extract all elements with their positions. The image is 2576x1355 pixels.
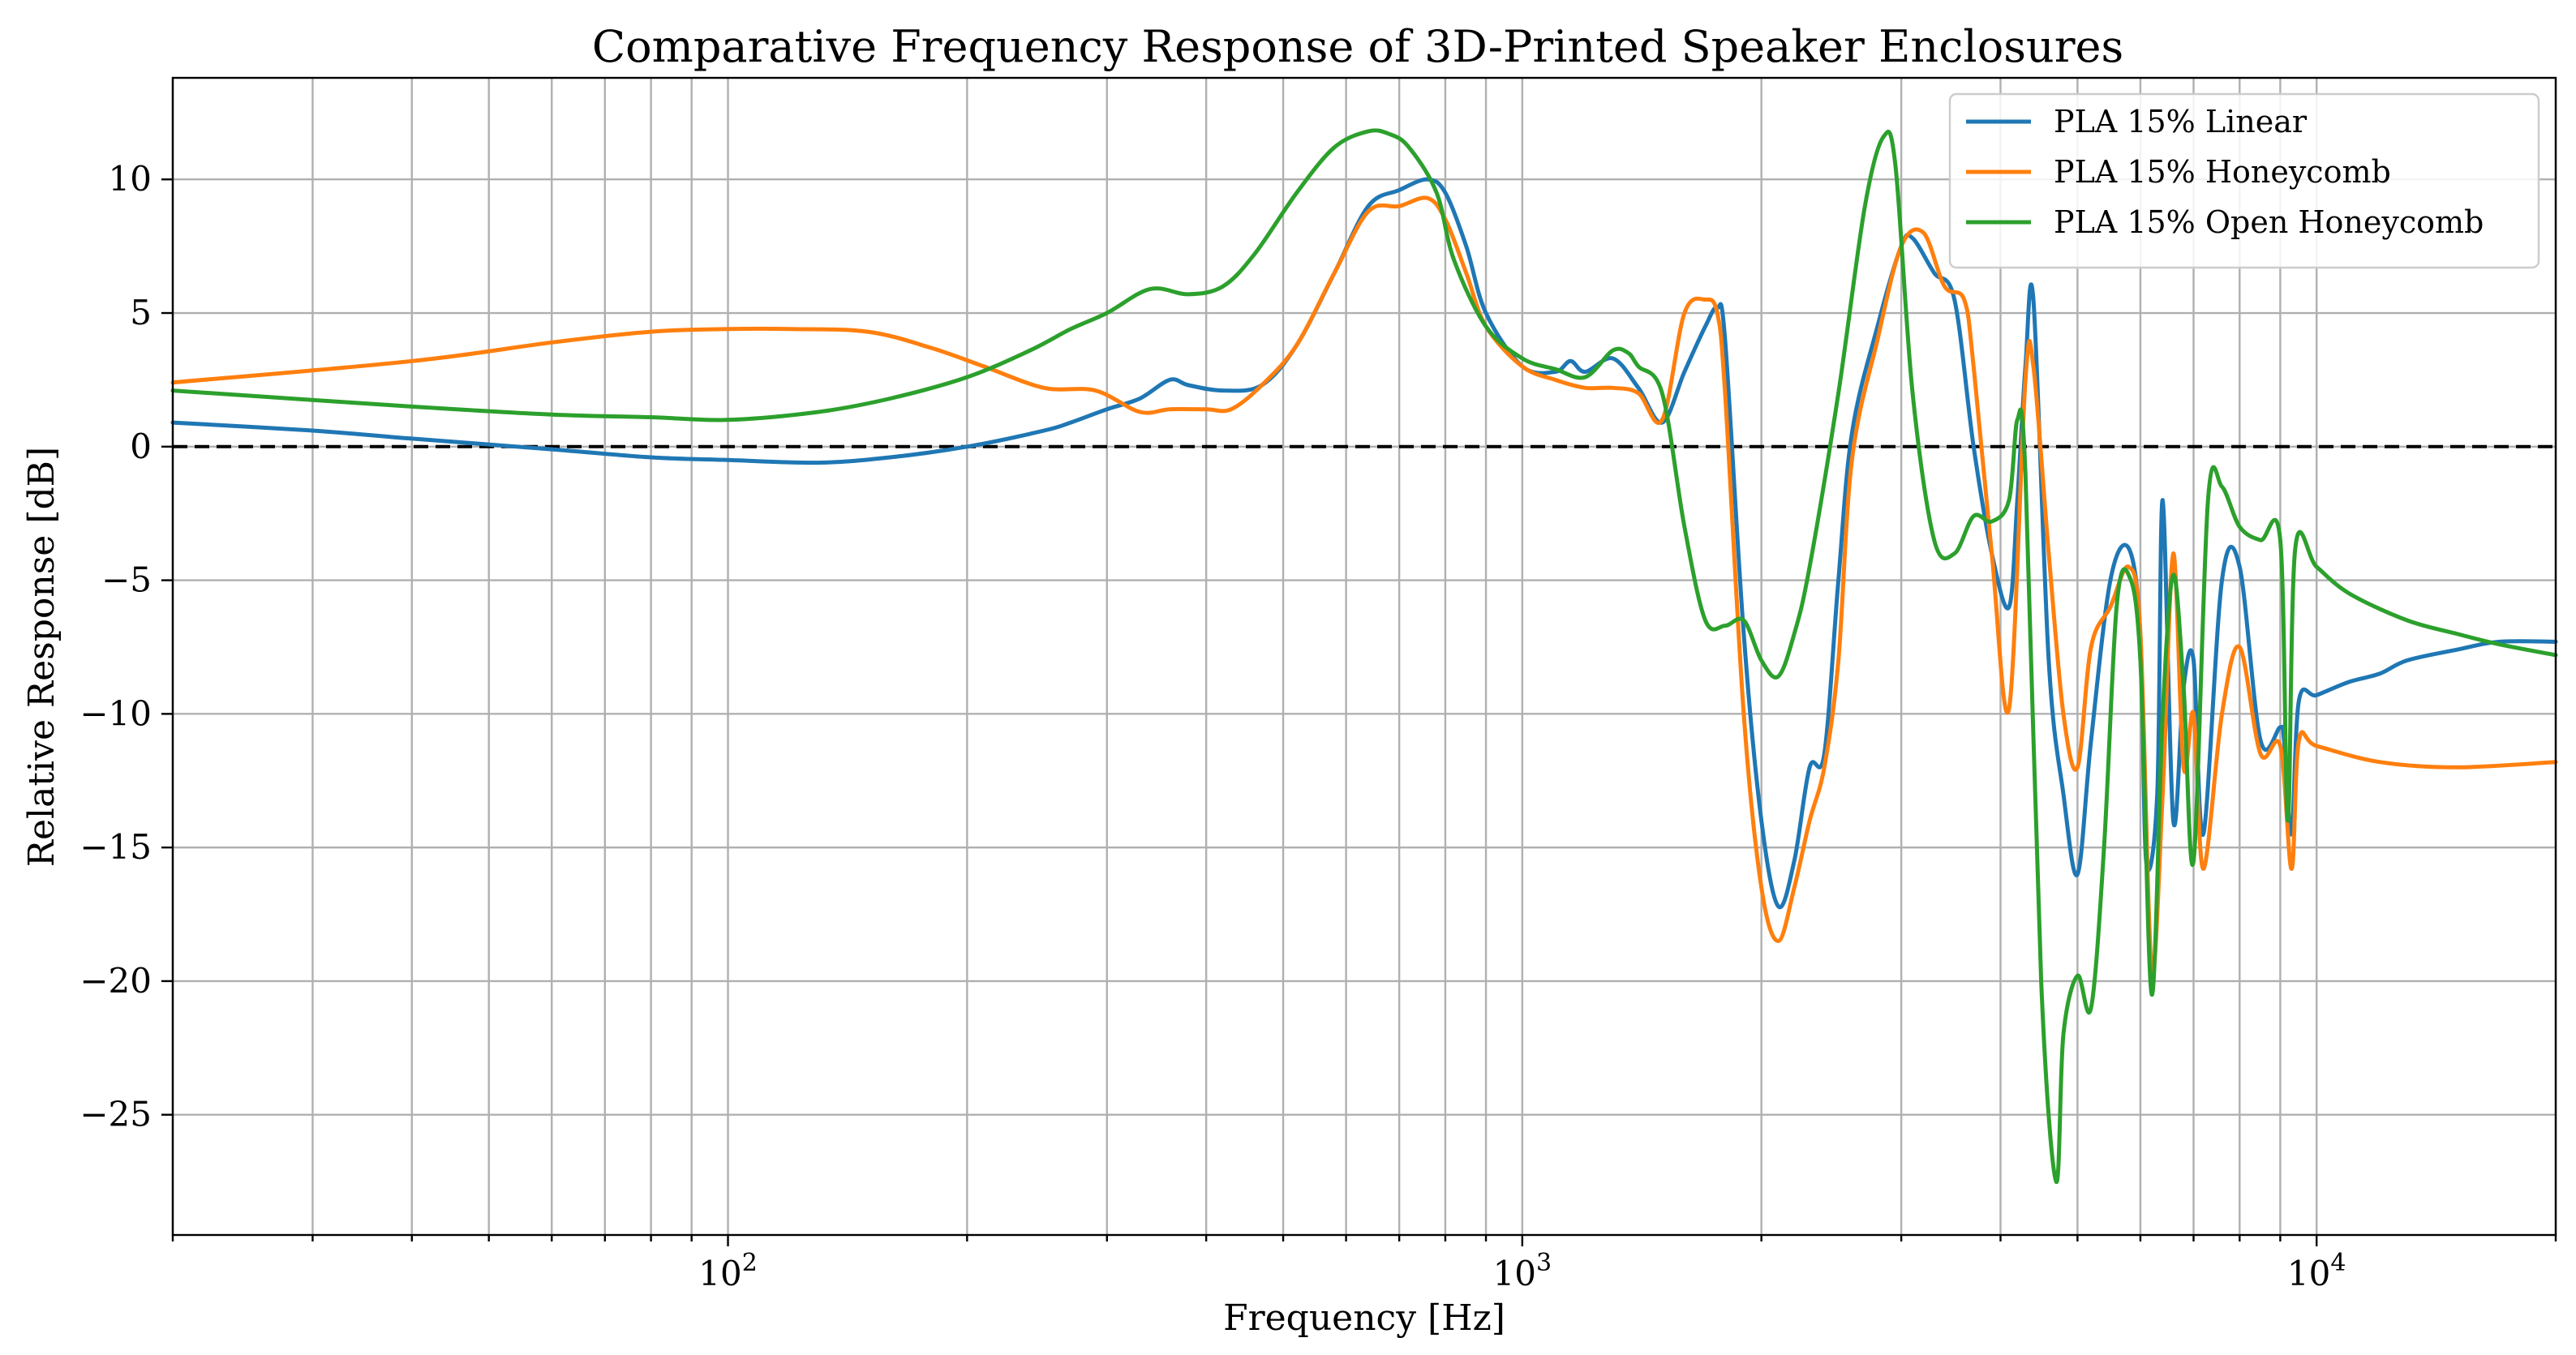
- x-axis-label: Frequency [Hz]: [1223, 1297, 1505, 1339]
- x-tick-labels: 102 103 104: [698, 1249, 2346, 1293]
- x-tick-label: 103: [1493, 1249, 1552, 1293]
- y-tick-label: 5: [130, 293, 152, 332]
- legend-label: PLA 15% Honeycomb: [2054, 154, 2391, 190]
- x-tick-label: 102: [698, 1249, 758, 1293]
- y-axis-label: Relative Response [dB]: [21, 447, 62, 867]
- y-tick-label: 0: [130, 427, 152, 466]
- y-tick-label: 10: [109, 159, 152, 199]
- chart-title: Comparative Frequency Response of 3D-Pri…: [592, 21, 2123, 72]
- legend: PLA 15% Linear PLA 15% Honeycomb PLA 15% O…: [1948, 92, 2540, 269]
- legend-box: [1948, 92, 2540, 269]
- y-tick-label: −10: [79, 693, 152, 733]
- axis-ticks: [161, 178, 2557, 1246]
- series-line-3: [170, 128, 2558, 1184]
- series-lines: [170, 128, 2558, 1184]
- y-tick-label: −15: [79, 827, 152, 867]
- plot-frame: [171, 76, 2557, 1237]
- y-tick-label: −20: [79, 961, 152, 1001]
- legend-label: PLA 15% Linear: [2054, 104, 2308, 139]
- y-tick-labels: 10 5 0 −5 −10 −15 −20 −25: [79, 159, 152, 1134]
- y-tick-label: −25: [79, 1095, 152, 1134]
- x-tick-label: 104: [2287, 1249, 2346, 1293]
- y-tick-label: −5: [101, 560, 152, 600]
- legend-label: PLA 15% Open Honeycomb: [2054, 204, 2484, 240]
